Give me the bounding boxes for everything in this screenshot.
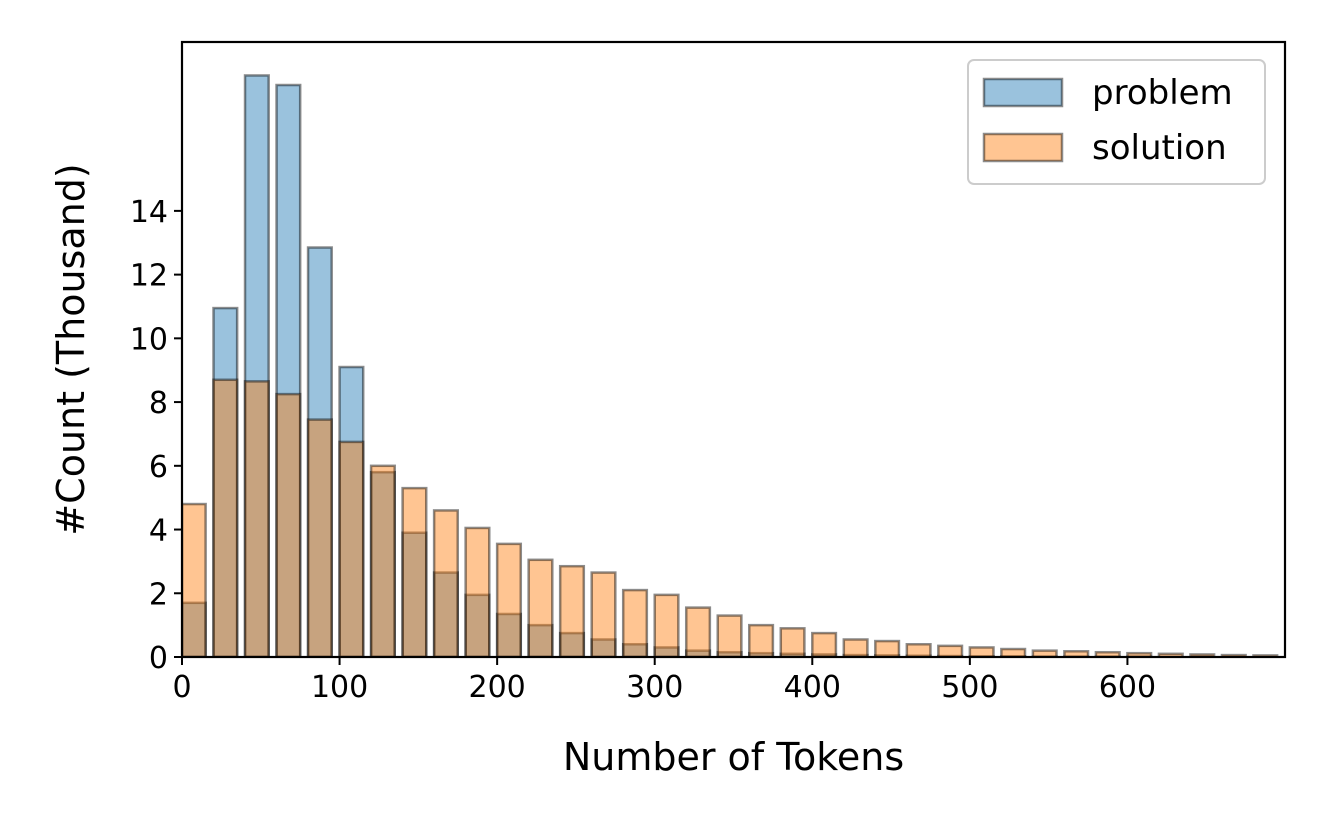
- solution-bar: [527, 558, 554, 657]
- solution-bar: [905, 643, 932, 657]
- solution-bar: [779, 627, 806, 657]
- y-tick-label: 10: [130, 322, 168, 357]
- y-tick-label: 0: [149, 641, 168, 676]
- solution-bar: [968, 646, 995, 657]
- solution-bar: [621, 588, 649, 657]
- plot-frame: [180, 40, 1287, 659]
- problem-bar: [811, 653, 838, 657]
- y-tick-label: 14: [130, 195, 168, 230]
- solution-bar: [432, 509, 460, 657]
- axes-layer: 0 100 200 300 400 500 600 0 2 4 6 8 10 12 14: [130, 195, 1156, 705]
- problem-bar: [401, 531, 428, 657]
- solution-bar: [212, 378, 239, 657]
- legend-swatch-solution: [982, 132, 1064, 163]
- problem-bar: [653, 646, 680, 657]
- y-tick-label: 8: [149, 386, 168, 421]
- solution-bar: [275, 392, 302, 657]
- legend-swatch-problem: [982, 77, 1064, 108]
- y-tick-label: 12: [130, 259, 168, 294]
- x-tick-label: 200: [469, 670, 526, 705]
- problem-bar: [495, 612, 523, 657]
- solution-bar: [1000, 647, 1027, 657]
- solution-bar: [811, 631, 838, 657]
- problem-bar: [432, 571, 460, 657]
- problem-bar: [779, 652, 806, 657]
- solution-bar: [338, 440, 365, 657]
- problem-bar: [338, 365, 365, 657]
- problem-bar: [684, 649, 712, 657]
- x-tick-label: 100: [311, 670, 368, 705]
- solution-bar: [937, 644, 964, 657]
- solution-bar: [874, 639, 901, 657]
- x-tick-label: 600: [1099, 670, 1156, 705]
- x-tick-label: 500: [941, 670, 998, 705]
- problem-bar: [716, 650, 743, 657]
- y-tick-label: 6: [149, 450, 168, 485]
- problem-bar: [182, 601, 207, 657]
- solution-bar: [306, 418, 333, 657]
- y-tick-label: 4: [149, 514, 168, 549]
- legend-label-solution: solution: [1092, 128, 1227, 168]
- solution-bar: [401, 486, 428, 657]
- legend-box: [967, 59, 1266, 185]
- x-tick-label: 400: [784, 670, 841, 705]
- solution-bar: [182, 502, 207, 657]
- x-tick-label: 0: [172, 670, 191, 705]
- solution-bar: [1157, 652, 1184, 657]
- solution-bar: [464, 526, 491, 657]
- solution-bar: [1189, 653, 1216, 657]
- solution-bar: [653, 593, 680, 657]
- x-axis-title: Number of Tokens: [563, 735, 904, 779]
- problem-bar: [590, 638, 617, 657]
- x-tick-label: 300: [626, 670, 683, 705]
- problem-bar: [212, 306, 239, 657]
- legend: problem solution: [967, 59, 1266, 185]
- solution-bar: [716, 614, 743, 657]
- y-tick-label: 2: [149, 577, 168, 612]
- legend-label-problem: problem: [1092, 73, 1233, 113]
- bars-layer: [182, 74, 1279, 657]
- solution-bar: [748, 623, 775, 657]
- solution-bar: [495, 542, 523, 657]
- solution-bar: [590, 571, 617, 657]
- solution-bar: [684, 606, 712, 657]
- y-axis-title: #Count (Thousand): [49, 163, 93, 535]
- problem-bar: [621, 643, 649, 657]
- solution-bar: [558, 564, 586, 657]
- solution-bar: [369, 464, 396, 657]
- solution-bar: [1031, 649, 1058, 657]
- problem-bar: [275, 83, 302, 657]
- solution-bar: [243, 380, 270, 657]
- solution-bar: [1094, 650, 1121, 657]
- solution-bar: [842, 638, 869, 657]
